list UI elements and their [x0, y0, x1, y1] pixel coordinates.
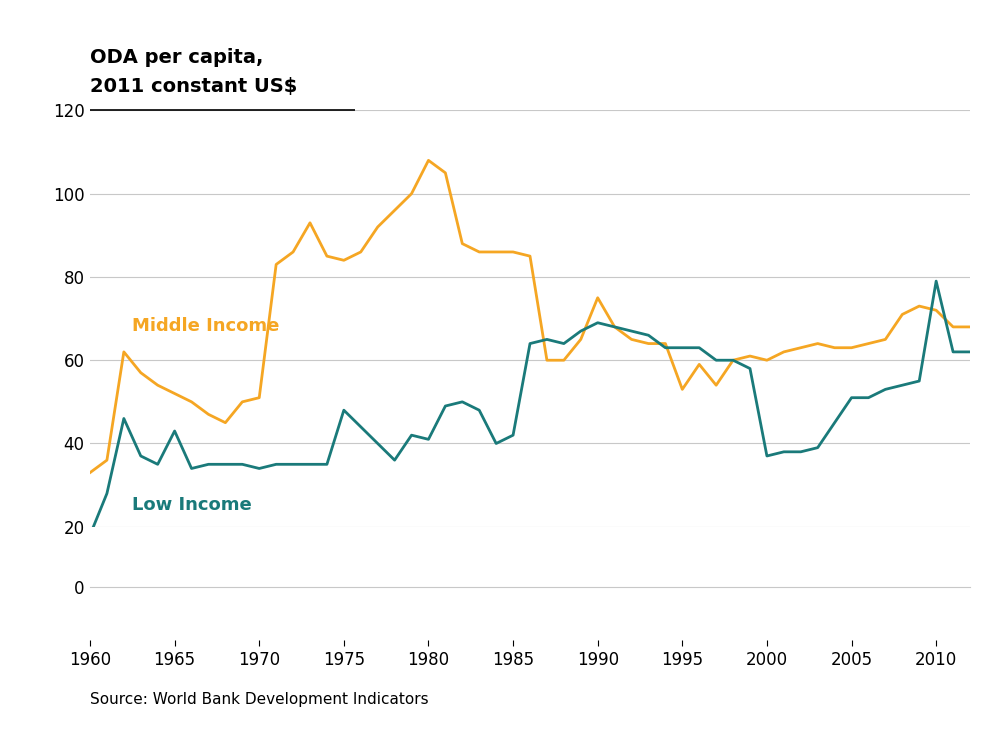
Text: Middle Income: Middle Income	[132, 317, 280, 335]
Text: Source: World Bank Development Indicators: Source: World Bank Development Indicator…	[90, 692, 429, 707]
Text: ODA per capita,: ODA per capita,	[90, 48, 263, 67]
Text: 2011 constant US$: 2011 constant US$	[90, 77, 297, 96]
Text: Low Income: Low Income	[132, 496, 252, 514]
